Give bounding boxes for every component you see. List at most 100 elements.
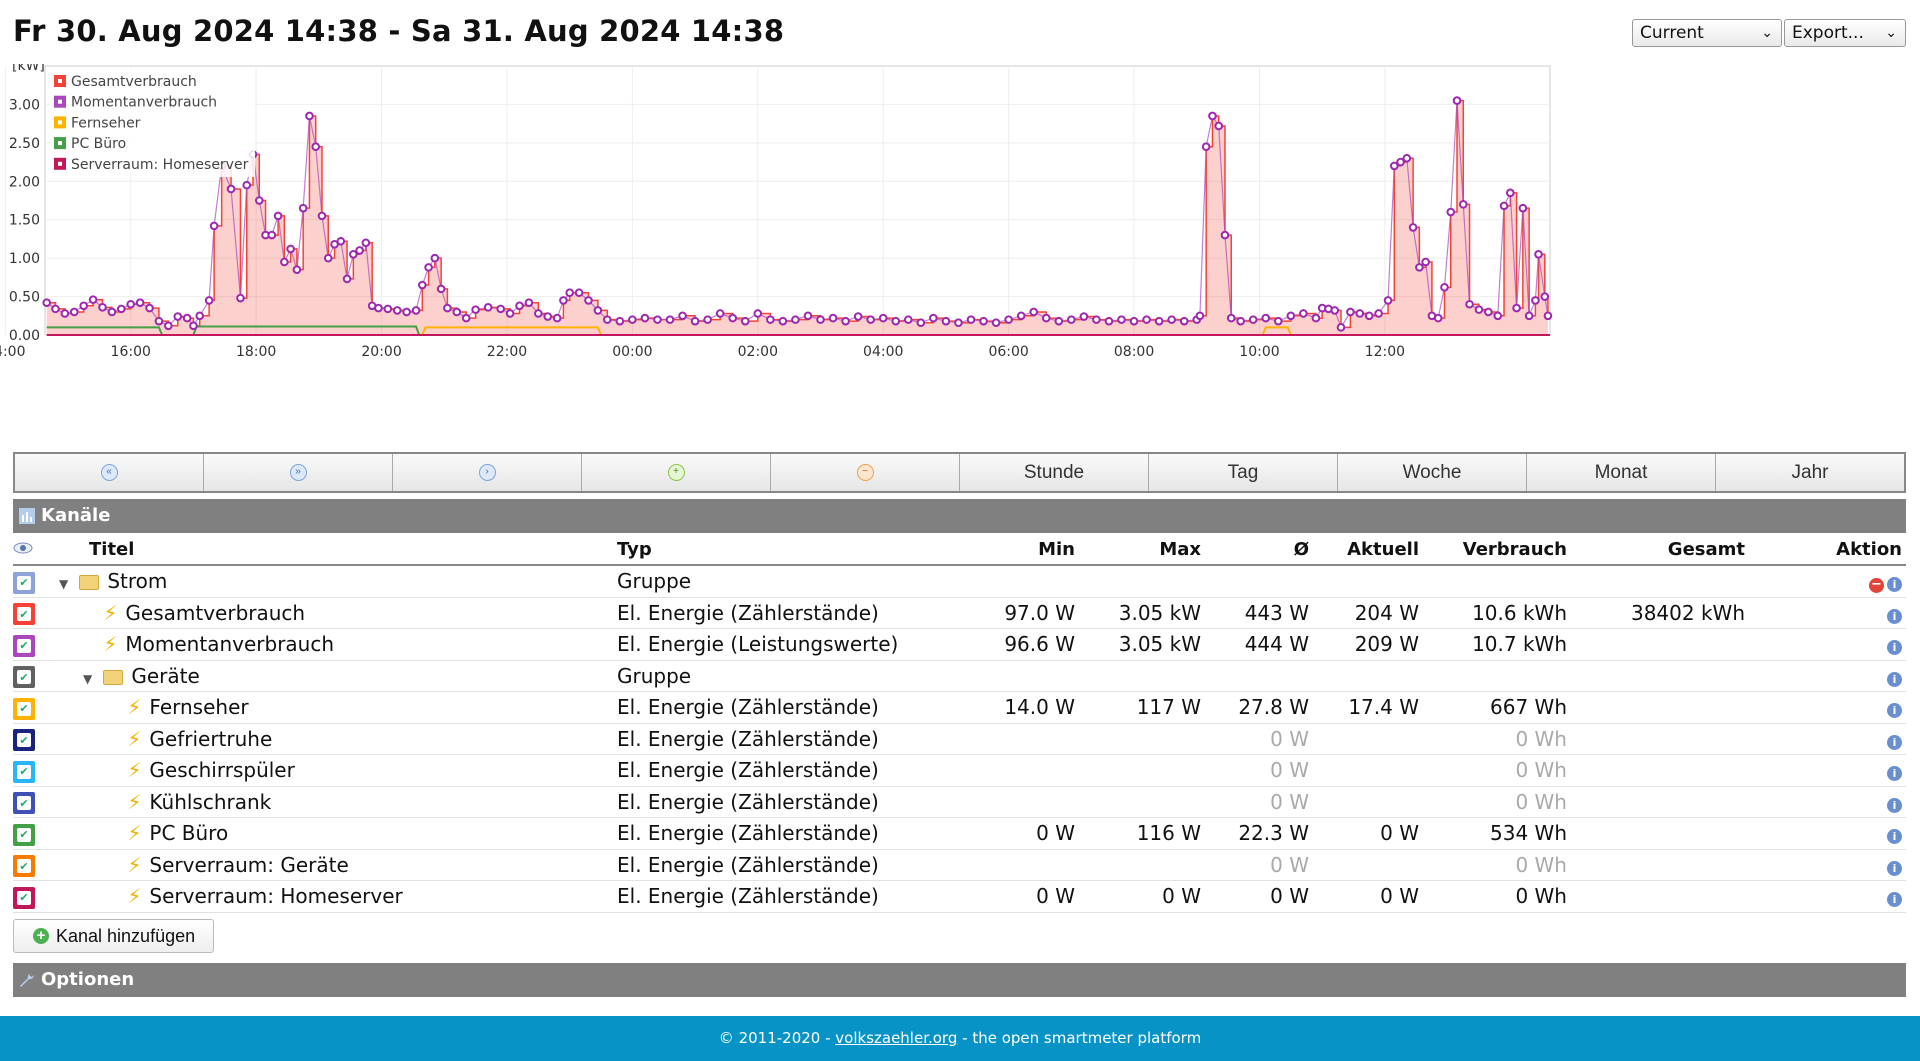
row-avg: 443 W: [1205, 597, 1313, 629]
visibility-checkbox[interactable]: ✔: [13, 792, 35, 814]
zoom-out-button[interactable]: −: [771, 454, 960, 491]
table-row[interactable]: ✔ ⚡ Serverraum: Homeserver El. Energie (Zä…: [13, 880, 1906, 913]
row-title[interactable]: ▼ Geräte: [47, 660, 613, 692]
row-max: [1079, 723, 1205, 755]
visibility-checkbox[interactable]: ✔: [13, 823, 35, 846]
channels-table: Titel Typ Min Max Ø Aktuell Verbrauch Ge…: [13, 534, 1906, 913]
row-title[interactable]: ⚡ Gesamtverbrauch: [47, 597, 613, 629]
col-titel[interactable]: Titel: [47, 534, 613, 566]
col-max[interactable]: Max: [1079, 534, 1205, 566]
info-icon[interactable]: i: [1887, 577, 1902, 593]
row-title[interactable]: ⚡ Fernseher: [47, 691, 613, 724]
row-visibility: ✔: [13, 723, 47, 755]
row-avg: 27.8 W: [1205, 691, 1313, 724]
table-row[interactable]: ✔ ▼ Strom Gruppe − i: [13, 565, 1906, 598]
export-select[interactable]: Export... ⌄: [1784, 19, 1906, 47]
data-point: [828, 313, 838, 323]
row-title[interactable]: ▼ Strom: [47, 565, 613, 598]
col-avg[interactable]: Ø: [1205, 534, 1313, 566]
row-max: [1079, 754, 1205, 787]
footer-tagline: - the open smartmeter platform: [957, 1029, 1202, 1047]
row-type: El. Energie (Zählerstände): [613, 723, 961, 755]
info-icon[interactable]: i: [1887, 797, 1902, 813]
data-point: [79, 301, 88, 311]
visibility-checkbox[interactable]: ✔: [13, 634, 35, 657]
row-title[interactable]: ⚡ Serverraum: Geräte: [47, 849, 613, 881]
info-icon[interactable]: i: [1887, 703, 1902, 719]
row-title-text: Geräte: [131, 663, 200, 688]
info-icon[interactable]: i: [1887, 734, 1902, 750]
data-point: [1364, 311, 1374, 321]
options-header[interactable]: Optionen: [13, 963, 1906, 997]
range-hour-button[interactable]: Stunde: [960, 454, 1149, 491]
info-icon[interactable]: i: [1887, 640, 1902, 656]
info-icon[interactable]: i: [1887, 671, 1902, 687]
time-mode-select[interactable]: Current ⌄: [1632, 19, 1782, 47]
data-point: [703, 315, 712, 324]
data-point: [1336, 323, 1346, 332]
visibility-checkbox[interactable]: ✔: [13, 855, 35, 877]
info-icon[interactable]: i: [1887, 860, 1902, 876]
table-row[interactable]: ✔ ⚡ Fernseher El. Energie (Zählerstände) 14…: [13, 691, 1906, 724]
table-row[interactable]: ✔ ▼ Geräte Gruppe i: [13, 660, 1906, 692]
jump-to-now-button[interactable]: ›: [393, 454, 582, 491]
col-typ[interactable]: Typ: [613, 534, 961, 566]
range-month-button[interactable]: Monat: [1527, 454, 1716, 491]
add-channel-button[interactable]: + Kanal hinzufügen: [13, 919, 214, 953]
range-day-button[interactable]: Tag: [1149, 454, 1338, 491]
data-point: [1493, 311, 1503, 321]
chevron-down-icon: ⌄: [1761, 25, 1773, 41]
remove-icon[interactable]: −: [1869, 578, 1884, 594]
expand-triangle-icon[interactable]: ▼: [83, 671, 93, 686]
row-title[interactable]: ⚡ Geschirrspüler: [47, 754, 613, 787]
range-year-button[interactable]: Jahr: [1716, 454, 1904, 491]
table-row[interactable]: ✔ ⚡ Momentanverbrauch El. Energie (Leistun…: [13, 628, 1906, 661]
visibility-checkbox[interactable]: ✔: [13, 603, 35, 625]
table-row[interactable]: ✔ ⚡ Kühlschrank El. Energie (Zählerstände)…: [13, 786, 1906, 818]
consumption-chart[interactable]: 0.00 0.50 1.00 1.50 2.00 2.50 3.00 [kW] 16:00 18:…: [0, 64, 1920, 444]
visibility-checkbox[interactable]: ✔: [13, 760, 35, 783]
data-point: [603, 315, 612, 324]
footer-link[interactable]: volkszaehler.org: [835, 1029, 958, 1047]
expand-triangle-icon[interactable]: ▼: [59, 577, 69, 592]
row-title[interactable]: ⚡ Serverraum: Homeserver: [47, 880, 613, 913]
channels-header[interactable]: Kanäle: [13, 499, 1906, 533]
row-actions: i: [1749, 691, 1906, 724]
data-point: [317, 211, 327, 221]
visibility-checkbox[interactable]: ✔: [13, 571, 35, 594]
zoom-in-icon: +: [667, 464, 685, 481]
rewind-button[interactable]: «: [15, 454, 204, 491]
y-tick-label: 3.00: [9, 97, 40, 113]
table-row[interactable]: ✔ ⚡ Geschirrspüler El. Energie (Zählerstän…: [13, 754, 1906, 787]
col-aktuell[interactable]: Aktuell: [1313, 534, 1423, 566]
visibility-checkbox[interactable]: ✔: [13, 729, 35, 751]
row-consumption: 10.7 kWh: [1423, 628, 1571, 661]
visibility-checkbox[interactable]: ✔: [13, 886, 35, 909]
row-title[interactable]: ⚡ Momentanverbrauch: [47, 628, 613, 661]
lightning-icon: ⚡: [103, 632, 118, 657]
visibility-checkbox[interactable]: ✔: [13, 666, 35, 688]
row-min: [961, 754, 1079, 787]
range-week-button[interactable]: Woche: [1338, 454, 1527, 491]
col-verbrauch[interactable]: Verbrauch: [1423, 534, 1571, 566]
row-avg: [1205, 565, 1313, 598]
row-title[interactable]: ⚡ Gefriertruhe: [47, 723, 613, 755]
forward-button[interactable]: »: [204, 454, 393, 491]
table-row[interactable]: ✔ ⚡ Serverraum: Geräte El. Energie (Zähler…: [13, 849, 1906, 881]
row-total: [1571, 723, 1749, 755]
info-icon[interactable]: i: [1887, 829, 1902, 845]
table-row[interactable]: ✔ ⚡ Gefriertruhe El. Energie (Zählerstände…: [13, 723, 1906, 755]
row-consumption: 0 Wh: [1423, 880, 1571, 913]
info-icon[interactable]: i: [1887, 608, 1902, 624]
info-icon[interactable]: i: [1887, 766, 1902, 782]
zoom-in-button[interactable]: +: [582, 454, 771, 491]
data-point: [1415, 263, 1424, 272]
row-title[interactable]: ⚡ PC Büro: [47, 817, 613, 850]
col-min[interactable]: Min: [961, 534, 1079, 566]
visibility-checkbox[interactable]: ✔: [13, 697, 35, 720]
table-row[interactable]: ✔ ⚡ Gesamtverbrauch El. Energie (Zählerstä…: [13, 597, 1906, 629]
info-icon[interactable]: i: [1887, 892, 1902, 908]
row-title[interactable]: ⚡ Kühlschrank: [47, 786, 613, 818]
col-gesamt[interactable]: Gesamt: [1571, 534, 1749, 566]
